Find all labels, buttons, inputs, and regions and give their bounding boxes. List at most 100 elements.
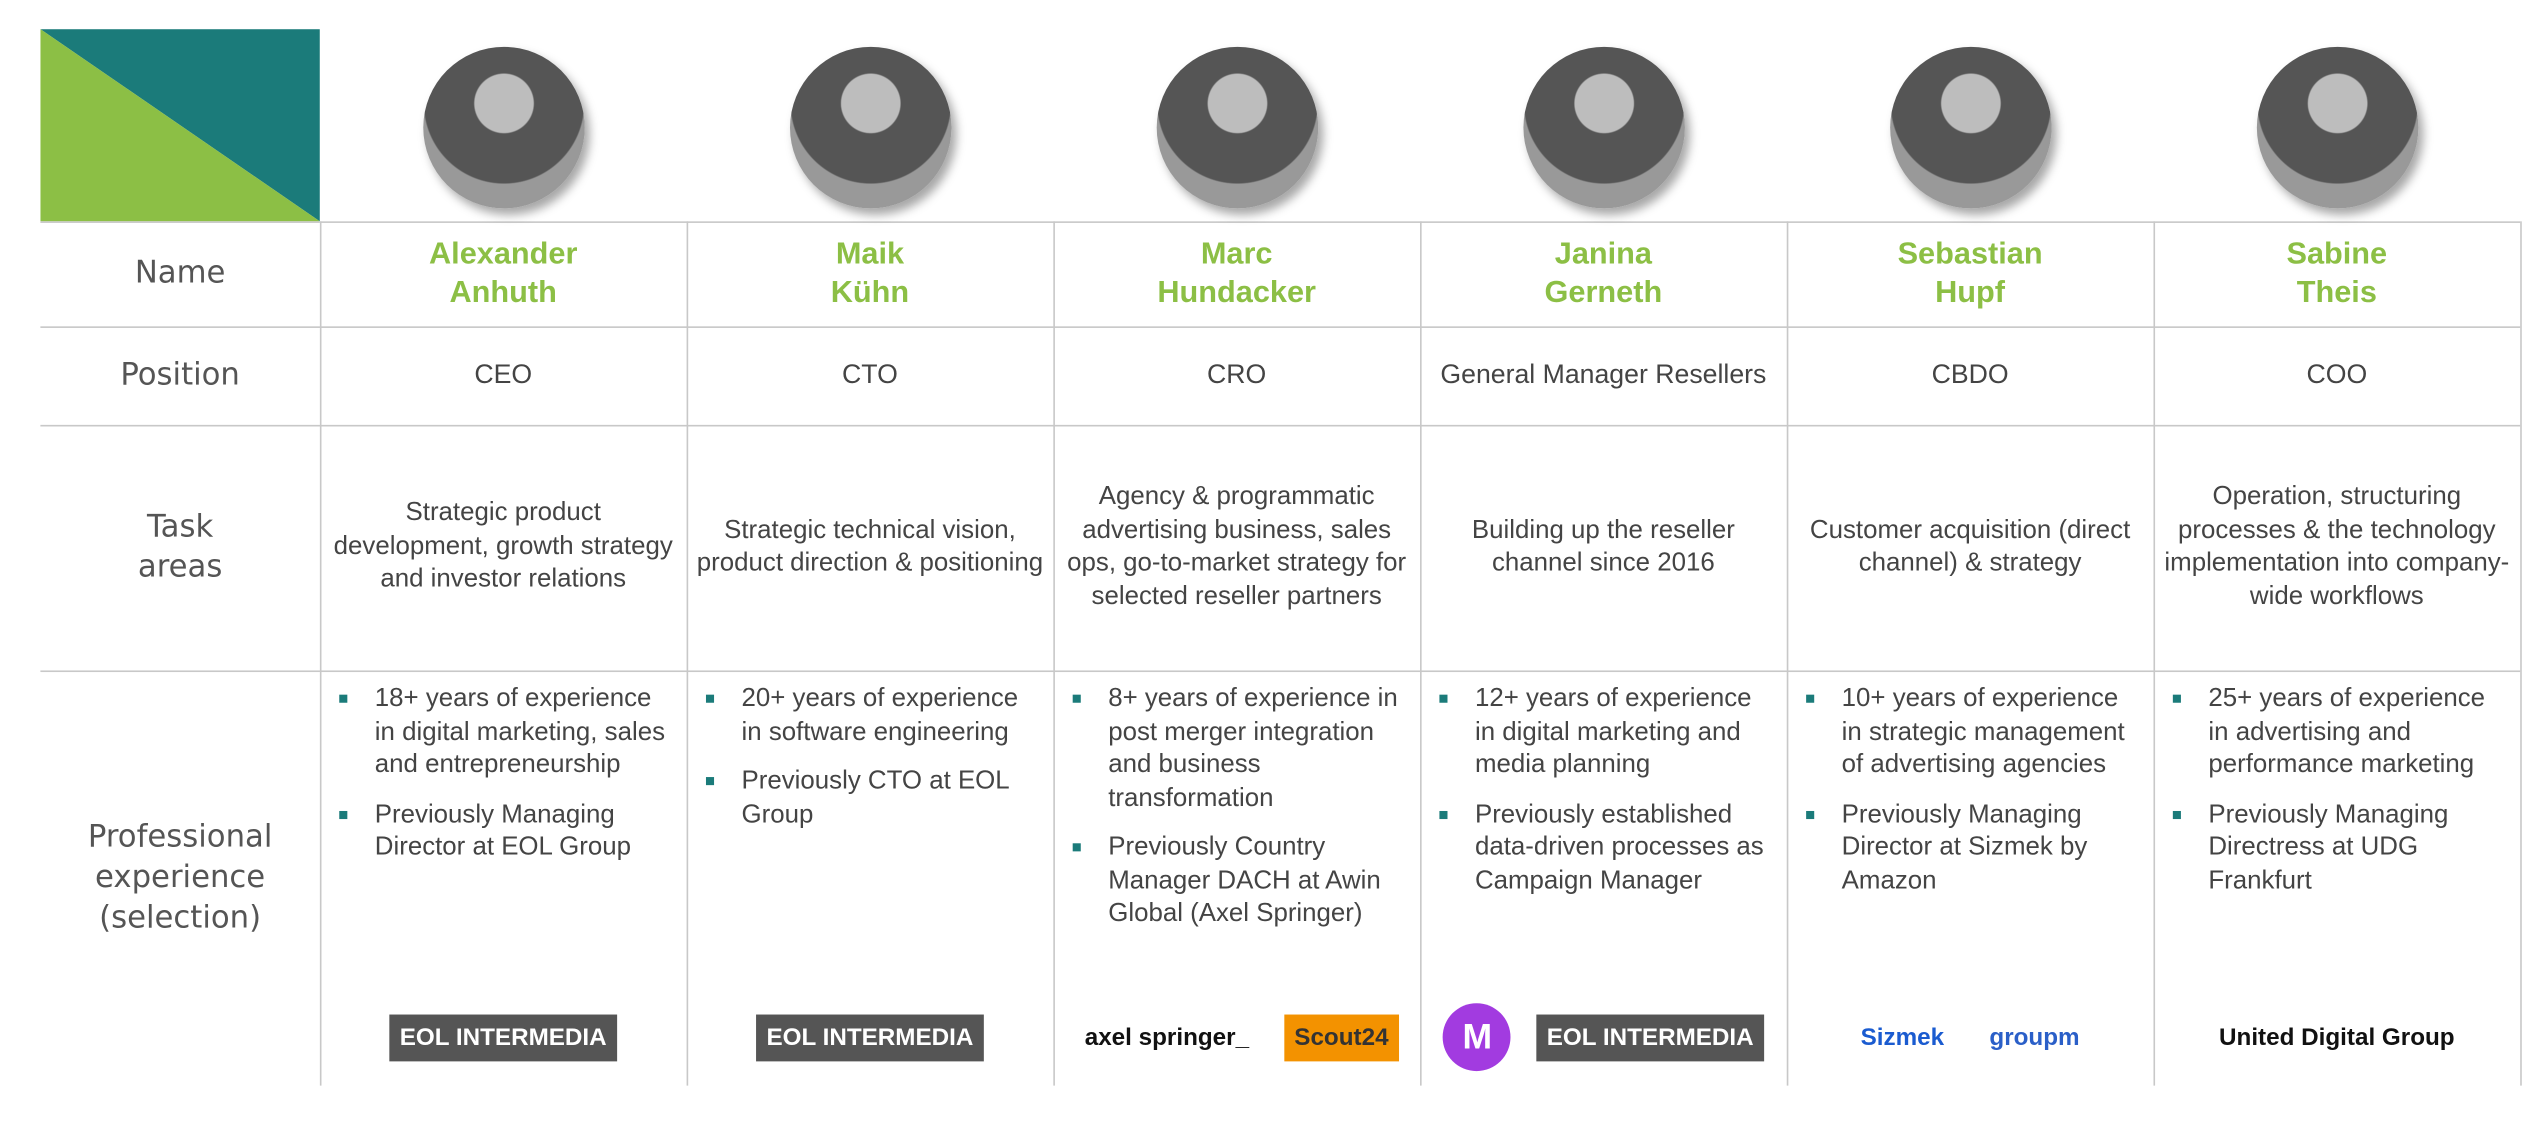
tasks: Customer acquisition (direct channel) & … bbox=[1809, 516, 2131, 577]
col-line bbox=[319, 221, 322, 1086]
logo: M bbox=[1443, 1003, 1512, 1072]
position-cell: CBDO bbox=[1787, 326, 2154, 425]
col-line bbox=[1786, 221, 1789, 1086]
photo bbox=[1155, 46, 1318, 209]
logo-row: EOL INTERMEDIA bbox=[687, 1005, 1054, 1070]
first-name: Sabine bbox=[2286, 236, 2388, 271]
logo: Sizmek bbox=[1860, 1023, 1945, 1051]
name-cell: Janina Gerneth bbox=[1420, 221, 1787, 326]
first-name: Sebastian bbox=[1897, 236, 2043, 271]
last-name: Gerneth bbox=[1544, 275, 1663, 310]
experience-item: 10+ years of experience in strategic man… bbox=[1806, 683, 2144, 782]
tasks: Operation, structuring processes & the t… bbox=[2164, 483, 2510, 610]
tasks: Building up the reseller channel since 2… bbox=[1471, 516, 1735, 577]
logo: groupm bbox=[1989, 1023, 2080, 1051]
experience-item: 25+ years of experience in advertising a… bbox=[2172, 683, 2511, 782]
experience-item: 18+ years of experience in digital marke… bbox=[339, 683, 677, 782]
row-line bbox=[40, 424, 2521, 427]
col-line bbox=[686, 221, 689, 1086]
last-name: Theis bbox=[2296, 275, 2377, 310]
logo: axel springer_ bbox=[1084, 1023, 1250, 1051]
col-line bbox=[1053, 221, 1055, 1086]
experience-item: Previously Managing Director at Sizmek b… bbox=[1806, 799, 2144, 898]
row-line bbox=[40, 326, 2521, 328]
logo-row: M EOL INTERMEDIA bbox=[1420, 1003, 1787, 1072]
row-label-cell: Name bbox=[40, 221, 319, 326]
experience-item: Previously Managing Directress at UDG Fr… bbox=[2172, 799, 2511, 898]
tasks: Strategic product development, growth st… bbox=[333, 499, 673, 594]
experience-list: 18+ years of experience in digital marke… bbox=[339, 683, 677, 865]
experience-cell: 18+ years of experience in digital marke… bbox=[339, 683, 677, 881]
logo-row: EOL INTERMEDIA bbox=[320, 1005, 687, 1070]
experience-list: 12+ years of experience in digital marke… bbox=[1439, 683, 1777, 898]
last-name: Hundacker bbox=[1157, 275, 1316, 310]
experience-item: Previously Managing Director at EOL Grou… bbox=[339, 799, 677, 865]
name-cell: Sebastian Hupf bbox=[1787, 221, 2154, 326]
tasks-cell: Building up the reseller channel since 2… bbox=[1430, 425, 1777, 671]
name-cell: Alexander Anhuth bbox=[320, 221, 687, 326]
position-cell: COO bbox=[2153, 326, 2520, 425]
last-name: Anhuth bbox=[449, 275, 557, 310]
name-cell: Marc Hundacker bbox=[1053, 221, 1420, 326]
col-line bbox=[2520, 221, 2522, 1086]
last-name: Hupf bbox=[1935, 275, 2006, 310]
col-line bbox=[1420, 221, 1422, 1086]
logo: EOL INTERMEDIA bbox=[756, 1013, 984, 1061]
logo-row: United Digital Group bbox=[2153, 1005, 2520, 1070]
experience-cell: 20+ years of experience in software engi… bbox=[705, 683, 1044, 848]
row-label: Professional experience (selection) bbox=[87, 819, 273, 936]
row-line bbox=[40, 221, 320, 223]
position: CBDO bbox=[1931, 360, 2009, 390]
row-line bbox=[319, 221, 2521, 223]
position-cell: CTO bbox=[687, 326, 1054, 425]
tasks-cell: Strategic technical vision, product dire… bbox=[696, 425, 1043, 671]
photo bbox=[1889, 46, 2051, 209]
logo: United Digital Group bbox=[2219, 1023, 2455, 1051]
row-label: Position bbox=[120, 357, 240, 393]
tasks-cell: Agency & programmatic advertising busine… bbox=[1063, 425, 1410, 671]
position: CEO bbox=[474, 360, 533, 390]
logo-row: Sizmek groupm bbox=[1787, 1005, 2154, 1070]
row-line bbox=[40, 670, 2521, 673]
corner bbox=[40, 29, 320, 222]
tasks-cell: Operation, structuring processes & the t… bbox=[2163, 425, 2510, 671]
logo: Scout24 bbox=[1284, 1013, 1399, 1061]
experience-list: 20+ years of experience in software engi… bbox=[705, 683, 1044, 832]
tasks: Strategic technical vision, product dire… bbox=[696, 516, 1044, 577]
experience-item: 8+ years of experience in post merger in… bbox=[1072, 683, 1411, 815]
first-name: Maik bbox=[835, 236, 905, 271]
position: COO bbox=[2306, 360, 2368, 390]
name-cell: Maik Kühn bbox=[687, 221, 1054, 326]
name-cell: Sabine Theis bbox=[2153, 221, 2520, 326]
experience-cell: 8+ years of experience in post merger in… bbox=[1072, 683, 1411, 947]
logo: EOL INTERMEDIA bbox=[390, 1013, 617, 1061]
experience-cell: 25+ years of experience in advertising a… bbox=[2172, 683, 2511, 914]
position-cell: CRO bbox=[1053, 326, 1420, 425]
position: General Manager Resellers bbox=[1440, 360, 1767, 390]
row-label: Name bbox=[134, 255, 226, 291]
first-name: Marc bbox=[1200, 236, 1273, 271]
first-name: Alexander bbox=[429, 236, 578, 271]
experience-item: 12+ years of experience in digital marke… bbox=[1439, 683, 1777, 782]
tasks: Agency & programmatic advertising busine… bbox=[1067, 483, 1407, 610]
row-label-cell: Task areas bbox=[40, 425, 319, 671]
experience-item: Previously Country Manager DACH at Awin … bbox=[1072, 832, 1411, 931]
row-label-cell: Professional experience (selection) bbox=[40, 670, 319, 1085]
experience-item: Previously CTO at EOL Group bbox=[705, 766, 1044, 832]
tasks-cell: Customer acquisition (direct channel) & … bbox=[1796, 425, 2143, 671]
position: CRO bbox=[1207, 360, 1267, 390]
photo bbox=[2256, 46, 2418, 209]
photo bbox=[789, 46, 951, 209]
experience-list: 10+ years of experience in strategic man… bbox=[1806, 683, 2144, 898]
position-cell: CEO bbox=[320, 326, 687, 425]
first-name: Janina bbox=[1554, 236, 1653, 271]
experience-item: 20+ years of experience in software engi… bbox=[705, 683, 1044, 749]
last-name: Kühn bbox=[830, 275, 910, 310]
experience-list: 8+ years of experience in post merger in… bbox=[1072, 683, 1411, 931]
corner-info-bg bbox=[40, 29, 320, 222]
photo bbox=[1522, 46, 1685, 209]
photo bbox=[422, 46, 585, 209]
experience-item: Previously established data-driven proce… bbox=[1439, 799, 1777, 898]
